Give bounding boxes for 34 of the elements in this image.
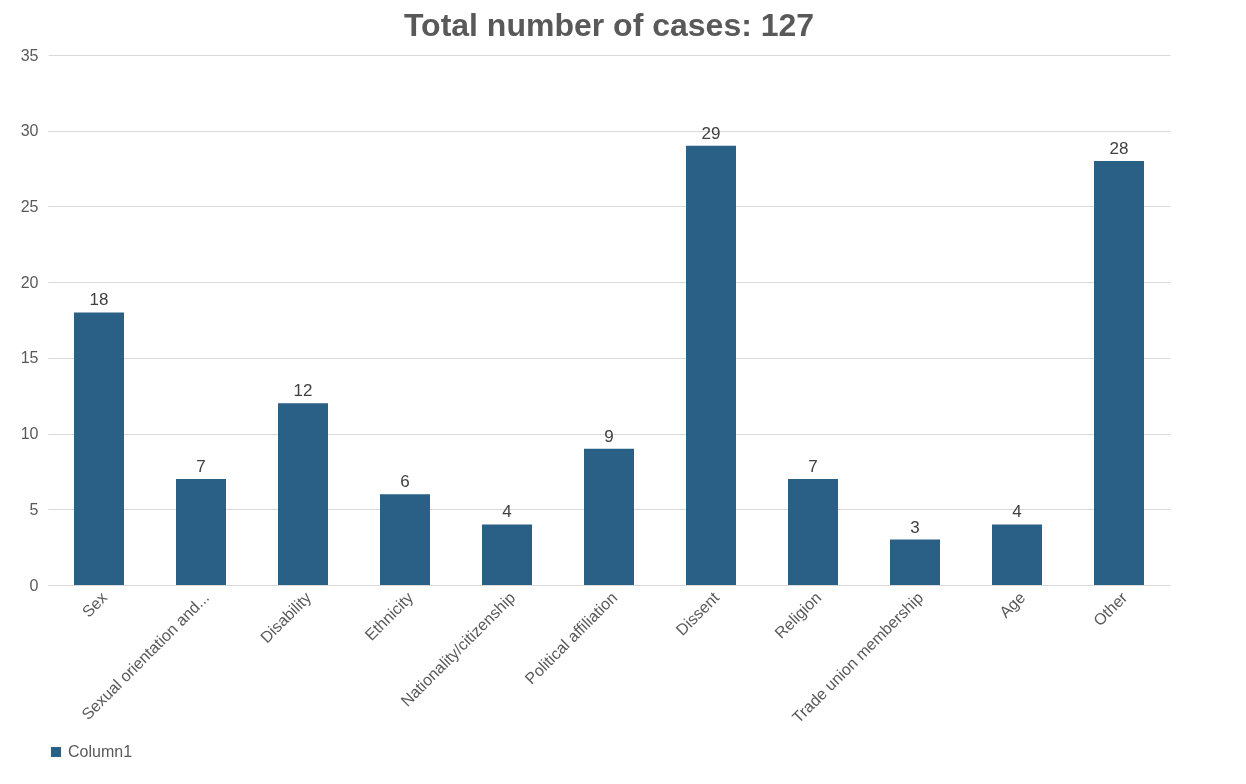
bar xyxy=(1094,161,1144,585)
data-label: 18 xyxy=(89,290,109,310)
bar xyxy=(890,539,940,585)
y-tick-label: 30 xyxy=(20,122,39,140)
legend-label: Column1 xyxy=(68,743,133,760)
data-label: 9 xyxy=(604,426,614,446)
data-label: 12 xyxy=(293,381,313,401)
data-label: 4 xyxy=(502,502,512,522)
bar xyxy=(992,524,1042,585)
y-tick-label: 5 xyxy=(29,500,39,518)
bar xyxy=(278,403,328,585)
data-label: 6 xyxy=(400,472,410,492)
chart-title: Total number of cases: 127 xyxy=(403,7,815,43)
bar xyxy=(686,145,736,585)
bar xyxy=(788,479,838,585)
bar xyxy=(380,494,430,585)
bar xyxy=(176,479,226,585)
x-tick-label: Age xyxy=(996,588,1029,621)
data-label: 28 xyxy=(1109,139,1129,158)
y-tick-label: 15 xyxy=(20,349,39,367)
y-tick-label: 25 xyxy=(20,197,39,215)
y-tick-label: 35 xyxy=(20,46,39,64)
y-tick-label: 20 xyxy=(20,273,39,291)
y-tick-label: 0 xyxy=(29,576,39,594)
data-label: 7 xyxy=(808,457,818,476)
bar xyxy=(584,448,634,585)
bar xyxy=(482,524,532,585)
data-label: 3 xyxy=(910,517,920,537)
data-label: 4 xyxy=(1012,502,1022,522)
bar xyxy=(74,312,124,585)
x-tick-label: Sex xyxy=(78,588,111,621)
data-label: 29 xyxy=(701,123,721,143)
y-tick-label: 10 xyxy=(20,425,39,443)
data-label: 7 xyxy=(196,457,206,476)
